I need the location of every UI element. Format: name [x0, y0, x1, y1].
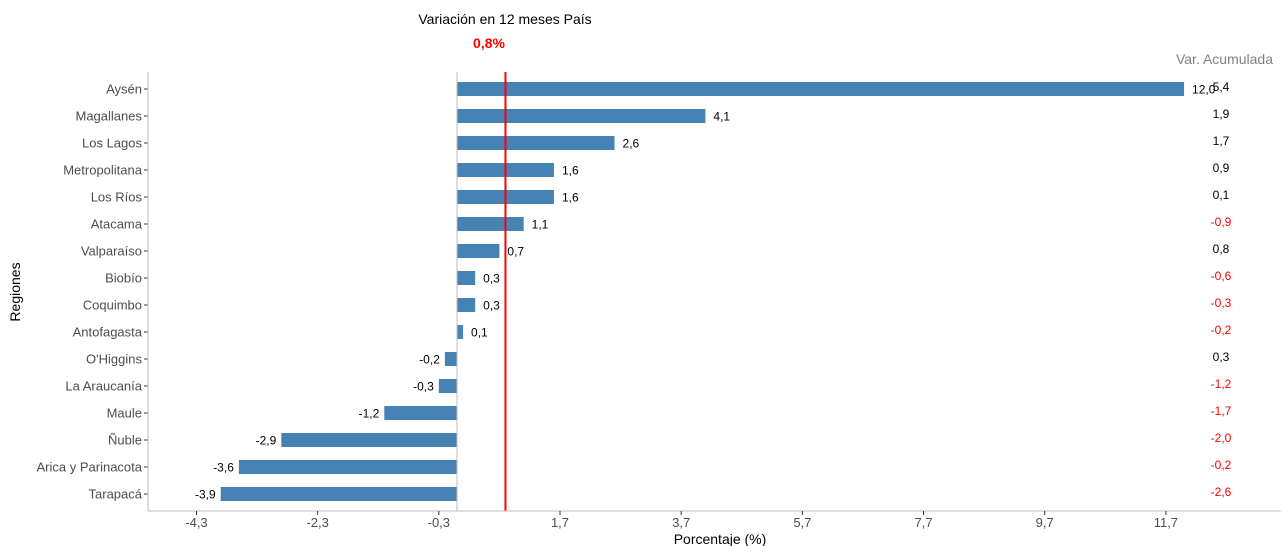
category-label: Coquimbo — [83, 298, 142, 313]
bar-12 — [384, 406, 457, 420]
category-label: Biobío — [105, 271, 142, 286]
value-label: 0,7 — [507, 245, 524, 259]
category-label: Maule — [107, 406, 142, 421]
value-label: -3,6 — [213, 461, 234, 475]
value-label: -3,9 — [195, 488, 216, 502]
bar-5 — [457, 217, 524, 231]
value-labels: 12,0 4,1 2,6 1,6 1,6 1,1 0,7 0,3 0,3 0,1 -0,2 -0,3 -… — [195, 83, 1216, 502]
axes-layer — [144, 72, 1281, 515]
value-label: -0,2 — [419, 353, 440, 367]
category-label: Los Lagos — [82, 136, 142, 151]
x-axis-title: Porcentaje (%) — [674, 531, 767, 546]
x-tick-label: -2,3 — [306, 515, 328, 530]
value-label: -0,3 — [413, 380, 434, 394]
value-label: 1,1 — [532, 218, 549, 232]
bar-11 — [438, 379, 457, 393]
value-label: 0,3 — [483, 272, 500, 286]
bar-7 — [457, 271, 476, 285]
bar-15 — [220, 487, 457, 501]
category-label: La Araucanía — [65, 379, 142, 394]
value-label: -2,9 — [256, 434, 277, 448]
accumulated-value: 0,3 — [1213, 350, 1230, 364]
category-label: Atacama — [91, 217, 143, 232]
bar-10 — [444, 352, 457, 366]
value-label: 1,6 — [562, 164, 579, 178]
bar-0 — [457, 82, 1185, 96]
accumulated-value: -2,6 — [1211, 485, 1232, 499]
accumulated-value: -0,9 — [1211, 215, 1232, 229]
bar-9 — [457, 325, 464, 339]
x-tick-labels: -4,3 -2,3 -0,3 1,7 3,7 5,7 7,7 9,7 11,7 — [185, 515, 1178, 530]
category-label: Ñuble — [108, 433, 142, 448]
value-label: 2,6 — [623, 137, 640, 151]
accumulated-value: -1,7 — [1211, 404, 1232, 418]
category-label: Los Ríos — [91, 190, 143, 205]
bar-8 — [457, 298, 476, 312]
value-label: 1,6 — [562, 191, 579, 205]
bar-6 — [457, 244, 500, 258]
x-tick-label: 5,7 — [793, 515, 811, 530]
x-tick-label: 1,7 — [551, 515, 569, 530]
x-tick-label: -0,3 — [428, 515, 450, 530]
value-label: 12,0 — [1192, 83, 1216, 97]
bar-13 — [281, 433, 457, 447]
value-label: -1,2 — [359, 407, 380, 421]
accumulated-value: 0,1 — [1213, 188, 1230, 202]
bar-1 — [457, 109, 706, 123]
accumulated-value: -1,2 — [1211, 377, 1232, 391]
accumulated-value: 0,9 — [1213, 161, 1230, 175]
accumulated-value: 5,4 — [1213, 80, 1230, 94]
country-variation-value: 0,8% — [473, 35, 505, 51]
accumulated-value: -0,6 — [1211, 269, 1232, 283]
category-label: Valparaíso — [81, 244, 142, 259]
x-tick-label: 3,7 — [672, 515, 690, 530]
y-axis-title: Regiones — [7, 262, 23, 321]
accumulated-variation-title: Var. Acumulada — [1176, 51, 1273, 67]
value-label: 0,1 — [471, 326, 488, 340]
bars-layer — [220, 82, 1185, 501]
category-label: Aysén — [106, 82, 142, 97]
x-tick-label: 9,7 — [1036, 515, 1054, 530]
x-tick-label: -4,3 — [185, 515, 207, 530]
bar-2 — [457, 136, 615, 150]
accumulated-value: -2,0 — [1211, 431, 1232, 445]
x-tick-label: 11,7 — [1154, 515, 1178, 530]
value-label: 0,3 — [483, 299, 500, 313]
category-label: O'Higgins — [86, 352, 142, 367]
category-label: Tarapacá — [89, 487, 143, 502]
accumulated-value: -0,2 — [1211, 323, 1232, 337]
category-label: Antofagasta — [73, 325, 143, 340]
category-label: Arica y Parinacota — [37, 460, 143, 475]
x-tick-label: 7,7 — [914, 515, 932, 530]
accumulated-value: 0,8 — [1213, 242, 1230, 256]
category-labels: Aysén Magallanes Los Lagos Metropolitana Los… — [37, 82, 143, 502]
bar-14 — [238, 460, 457, 474]
category-label: Metropolitana — [63, 163, 143, 178]
value-label: 4,1 — [713, 110, 730, 124]
accumulated-value: -0,3 — [1211, 296, 1232, 310]
category-label: Magallanes — [76, 109, 143, 124]
accumulated-labels: 5,4 1,9 1,7 0,9 0,1 -0,9 0,8 -0,6 -0,3 -0,2 0,3 -1,… — [1211, 80, 1232, 499]
accumulated-value: 1,9 — [1213, 107, 1230, 121]
accumulated-value: -0,2 — [1211, 458, 1232, 472]
accumulated-value: 1,7 — [1213, 134, 1230, 148]
country-variation-title: Variación en 12 meses País — [418, 11, 591, 27]
